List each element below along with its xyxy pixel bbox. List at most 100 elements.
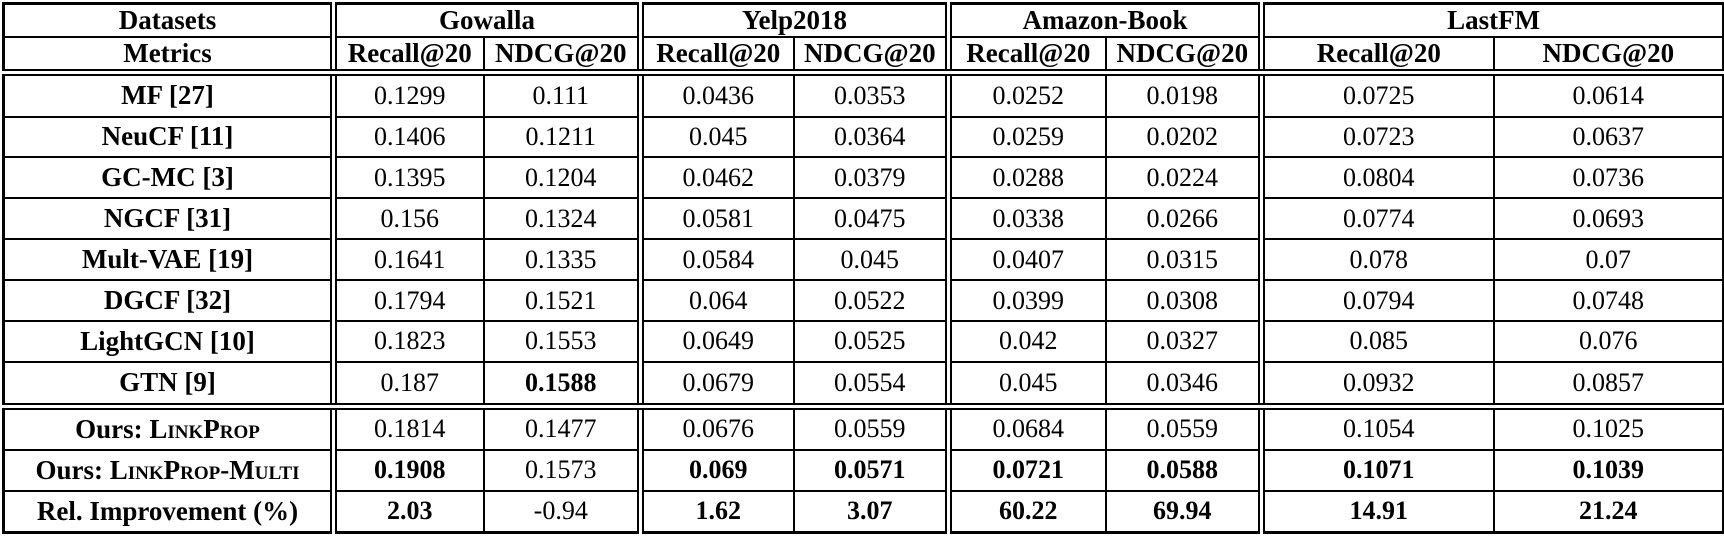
value-cell: 0.078 xyxy=(1258,238,1495,282)
value-cell: 0.0338 xyxy=(945,197,1107,241)
value-cell: 0.042 xyxy=(945,320,1107,363)
value-cell: 0.0721 xyxy=(945,449,1107,492)
value-cell: 0.0748 xyxy=(1492,279,1724,323)
value-cell: 0.0327 xyxy=(1104,320,1263,363)
table-header: Datasets Gowalla Yelp2018 Amazon-Book LastF… xyxy=(2,2,1724,76)
value-cell: 0.0353 xyxy=(792,71,950,118)
value-cell: 2.03 xyxy=(330,489,485,534)
dataset-group-header-amazon-book: Amazon-Book xyxy=(945,2,1263,38)
value-cell: 0.1299 xyxy=(330,71,485,118)
dataset-group-header-gowalla: Gowalla xyxy=(329,2,642,38)
value-cell: 0.0288 xyxy=(945,156,1107,200)
value-cell: 0.0224 xyxy=(1104,156,1263,200)
value-cell: 0.0475 xyxy=(792,197,950,241)
value-cell: 0.1054 xyxy=(1258,405,1495,452)
value-cell: 0.0308 xyxy=(1104,279,1263,323)
value-cell: 0.0588 xyxy=(1104,449,1263,492)
value-cell: -0.94 xyxy=(482,489,642,534)
value-cell: 0.1204 xyxy=(482,156,642,200)
table-row: NeuCF [11] 0.1406 0.1211 0.045 0.0364 0.0259 0… xyxy=(2,115,1724,159)
value-cell: 0.0637 xyxy=(1492,115,1724,159)
value-cell: 0.1794 xyxy=(330,279,485,323)
table-row: GC-MC [3] 0.1395 0.1204 0.0462 0.0379 0.0288 0… xyxy=(2,156,1724,200)
value-cell: 0.0522 xyxy=(792,279,950,323)
row-label-prefix: Ours: xyxy=(35,454,110,485)
header-row-datasets: Datasets Gowalla Yelp2018 Amazon-Book LastF… xyxy=(2,2,1724,38)
value-cell: 0.0559 xyxy=(1104,405,1263,452)
value-cell: 0.156 xyxy=(330,197,485,241)
row-label: DGCF [32] xyxy=(2,279,335,323)
value-cell: 0.0725 xyxy=(1258,71,1495,118)
value-cell: 0.0554 xyxy=(792,360,950,410)
value-cell: 0.0693 xyxy=(1492,197,1724,241)
value-cell: 0.1588 xyxy=(482,360,642,410)
value-cell: 0.0252 xyxy=(945,71,1107,118)
table-row: Ours: LinkProp 0.1814 0.1477 0.0676 0.0559 0.… xyxy=(2,405,1724,452)
table-row: LightGCN [10] 0.1823 0.1553 0.0649 0.0525 0.0… xyxy=(2,320,1724,363)
value-cell: 0.1823 xyxy=(330,320,485,363)
value-cell: 0.1814 xyxy=(330,405,485,452)
value-cell: 60.22 xyxy=(945,489,1107,534)
value-cell: 0.1324 xyxy=(482,197,642,241)
value-cell: 0.0581 xyxy=(637,197,795,241)
value-cell: 0.0202 xyxy=(1104,115,1263,159)
row-label: Mult-VAE [19] xyxy=(2,238,335,282)
value-cell: 0.1211 xyxy=(482,115,642,159)
table-row: Ours: LinkProp-Multi 0.1908 0.1573 0.069 0.0… xyxy=(2,449,1724,492)
row-label: GC-MC [3] xyxy=(2,156,335,200)
value-cell: 0.0736 xyxy=(1492,156,1724,200)
row-label: NeuCF [11] xyxy=(2,115,335,159)
metric-header: NDCG@20 xyxy=(482,36,642,76)
dataset-group-header-lastfm: LastFM xyxy=(1258,2,1724,38)
value-cell: 0.1908 xyxy=(330,449,485,492)
value-cell: 0.1521 xyxy=(482,279,642,323)
row-label-method-name: LinkProp-Multi xyxy=(109,454,300,485)
row-label: MF [27] xyxy=(2,71,335,118)
value-cell: 0.1553 xyxy=(482,320,642,363)
value-cell: 0.1641 xyxy=(330,238,485,282)
value-cell: 0.0399 xyxy=(945,279,1107,323)
value-cell: 0.0774 xyxy=(1258,197,1495,241)
value-cell: 0.0346 xyxy=(1104,360,1263,410)
value-cell: 0.085 xyxy=(1258,320,1495,363)
value-cell: 0.1395 xyxy=(330,156,485,200)
value-cell: 1.62 xyxy=(637,489,795,534)
value-cell: 0.0932 xyxy=(1258,360,1495,410)
value-cell: 0.07 xyxy=(1492,238,1724,282)
ours-rows-section: Ours: LinkProp 0.1814 0.1477 0.0676 0.0559 0.… xyxy=(2,405,1724,534)
value-cell: 0.1406 xyxy=(330,115,485,159)
row-label-method-name: LinkProp xyxy=(149,413,260,444)
metric-header: Recall@20 xyxy=(1258,36,1495,76)
metric-header: Recall@20 xyxy=(330,36,485,76)
table-row: GTN [9] 0.187 0.1588 0.0679 0.0554 0.045 0.034… xyxy=(2,360,1724,410)
row-label: Rel. Improvement (%) xyxy=(2,489,335,534)
datasets-header-label: Datasets xyxy=(2,2,335,38)
value-cell: 0.045 xyxy=(792,238,950,282)
value-cell: 0.0684 xyxy=(945,405,1107,452)
table-row: Mult-VAE [19] 0.1641 0.1335 0.0584 0.045 0.04… xyxy=(2,238,1724,282)
value-cell: 0.1335 xyxy=(482,238,642,282)
row-label-prefix: Ours: xyxy=(75,413,150,444)
metric-header: NDCG@20 xyxy=(1104,36,1263,76)
value-cell: 0.0259 xyxy=(945,115,1107,159)
value-cell: 0.064 xyxy=(637,279,795,323)
value-cell: 0.0379 xyxy=(792,156,950,200)
row-label: NGCF [31] xyxy=(2,197,335,241)
value-cell: 0.0525 xyxy=(792,320,950,363)
value-cell: 0.1039 xyxy=(1492,449,1724,492)
value-cell: 0.0315 xyxy=(1104,238,1263,282)
value-cell: 0.0571 xyxy=(792,449,950,492)
value-cell: 69.94 xyxy=(1104,489,1263,534)
metric-header: NDCG@20 xyxy=(1492,36,1724,76)
value-cell: 0.0679 xyxy=(637,360,795,410)
value-cell: 0.0676 xyxy=(637,405,795,452)
value-cell: 0.069 xyxy=(637,449,795,492)
value-cell: 0.0584 xyxy=(637,238,795,282)
value-cell: 0.1573 xyxy=(482,449,642,492)
value-cell: 0.0266 xyxy=(1104,197,1263,241)
metric-header: NDCG@20 xyxy=(792,36,950,76)
row-label: Ours: LinkProp-Multi xyxy=(2,449,335,492)
value-cell: 0.0649 xyxy=(637,320,795,363)
